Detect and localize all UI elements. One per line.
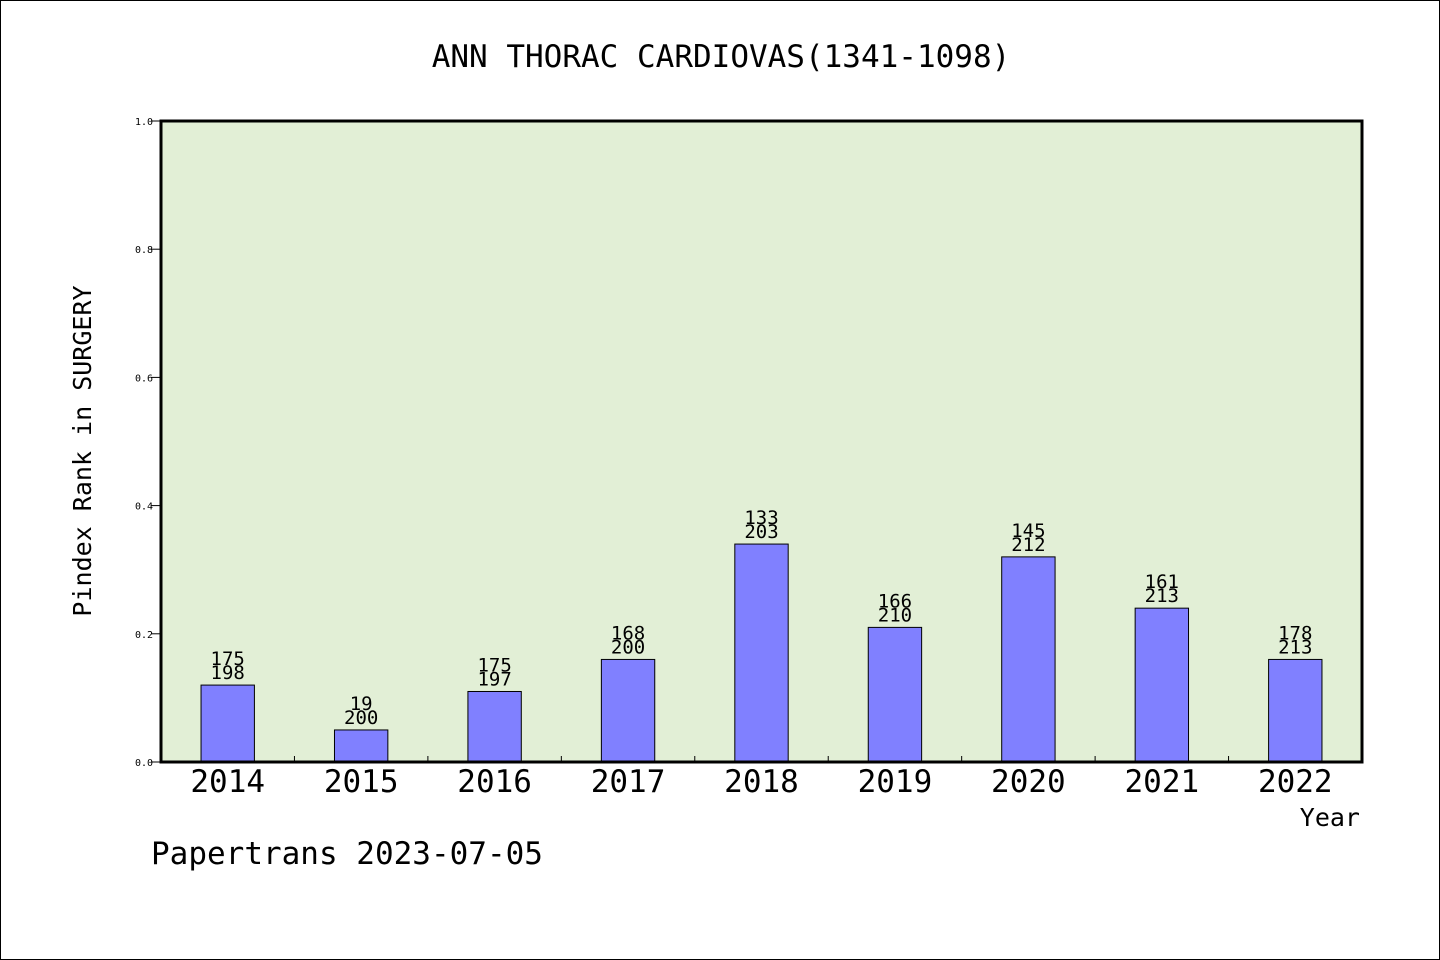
bar-label-bottom: 198	[211, 662, 245, 684]
x-axis-ticks: 2014 2015 2016 2017 2018 2019 2020 2021 2022	[190, 756, 1333, 800]
x-tick-label: 2017	[591, 764, 666, 800]
y-axis-label: Pindex Rank in SURGERY	[68, 285, 97, 616]
y-tick-label: 0.0	[135, 758, 153, 769]
bar-label-top: 166	[878, 590, 912, 612]
bar-2018	[734, 543, 789, 763]
y-tick-label: 0.4	[135, 502, 153, 513]
x-tick-label: 2015	[324, 764, 399, 800]
bar-2022	[1268, 658, 1323, 763]
bar-2017	[600, 658, 656, 763]
bar-2016	[467, 690, 522, 763]
x-tick-label: 2020	[991, 764, 1066, 800]
y-tick-label: 0.6	[135, 373, 153, 384]
x-tick-label: 2018	[724, 764, 799, 800]
bar-label-top: 145	[1011, 520, 1045, 542]
bar-2021	[1134, 607, 1190, 763]
bar-2020	[1001, 556, 1056, 763]
bar-label-bottom: 212	[1011, 534, 1045, 556]
x-tick-label: 2022	[1258, 764, 1333, 800]
bar-label-bottom: 200	[344, 707, 378, 729]
bar-label-bottom: 213	[1278, 636, 1312, 658]
bar-2015	[333, 729, 389, 763]
x-tick-label: 2021	[1125, 764, 1200, 800]
bar-label-top: 175	[477, 654, 511, 676]
x-axis-label: Year	[1300, 803, 1360, 832]
y-tick-label: 0.8	[135, 245, 153, 256]
bar-label-bottom: 213	[1145, 585, 1179, 607]
bar-label-top: 168	[611, 622, 645, 644]
bar-2014	[200, 684, 255, 763]
bar-label-group: 1751981920017519716820013320316621014521…	[211, 507, 1313, 729]
bar-group	[200, 543, 1323, 763]
bar-label-top: 19	[350, 693, 373, 715]
y-axis-ticks: 0.0 0.2 0.4 0.6 0.8 1.0	[135, 117, 161, 769]
bar-label-bottom: 200	[611, 636, 645, 658]
y-tick-label: 1.0	[135, 117, 153, 128]
chart-title: ANN THORAC CARDIOVAS(1341-1098)	[432, 39, 1011, 75]
x-tick-label: 2019	[858, 764, 933, 800]
bar-label-bottom: 203	[744, 521, 778, 543]
bar-label-top: 175	[211, 648, 245, 670]
x-tick-label: 2014	[190, 764, 265, 800]
plot-border	[159, 119, 1364, 764]
bar-label-top: 161	[1145, 571, 1179, 593]
bar-label-top: 133	[744, 507, 778, 529]
bar-label-bottom: 210	[878, 604, 912, 626]
y-tick-label: 0.2	[135, 630, 153, 641]
bar-label-top: 178	[1278, 622, 1312, 644]
bar-2019	[867, 626, 923, 763]
bar-label-bottom: 197	[477, 668, 511, 690]
x-tick-label: 2016	[457, 764, 532, 800]
footer-credit: Papertrans 2023-07-05	[151, 836, 543, 872]
